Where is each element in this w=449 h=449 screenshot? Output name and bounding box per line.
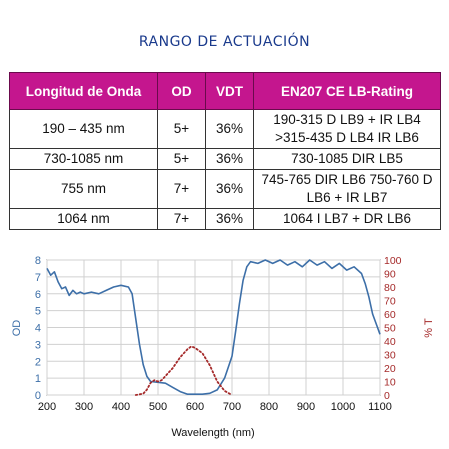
y-tick-label: 5 bbox=[35, 306, 41, 318]
y-tick-label: 8 bbox=[35, 255, 41, 267]
x-axis-label: Wavelength (nm) bbox=[171, 427, 254, 439]
cell-rating: 1064 I LB7 + DR LB6 bbox=[253, 208, 441, 230]
table-header-row: Longitud de Onda OD VDT EN207 CE LB-Rati… bbox=[9, 72, 441, 110]
transmission-series-line bbox=[134, 345, 233, 396]
cell-wavelength: 1064 nm bbox=[9, 208, 158, 230]
y2-tick-label: 60 bbox=[384, 309, 396, 321]
x-tick-label: 200 bbox=[38, 401, 56, 413]
page-title: RANGO DE ACTUACIÓN bbox=[138, 34, 311, 50]
series-layer bbox=[46, 259, 381, 396]
x-tick-label: 400 bbox=[112, 401, 130, 413]
header-vdt: VDT bbox=[205, 72, 254, 110]
y2-tick-label: 0 bbox=[384, 390, 390, 402]
cell-vdt: 36% bbox=[205, 148, 254, 170]
header-od: OD bbox=[157, 72, 206, 110]
cell-od: 7+ bbox=[157, 169, 206, 209]
table-row: 730-1085 nm 5+ 36% 730-1085 DIR LB5 bbox=[9, 148, 441, 170]
y2-tick-label: 90 bbox=[384, 269, 396, 281]
y-tick-label: 2 bbox=[35, 356, 41, 368]
cell-rating: 730-1085 DIR LB5 bbox=[253, 148, 441, 170]
y-tick-label: 4 bbox=[35, 323, 41, 335]
od-transmission-chart: 200 300 400 500 600 700 800 900 1000 110001234567… bbox=[11, 255, 435, 439]
y-tick-label: 1 bbox=[35, 373, 41, 385]
cell-rating: 745-765 DIR LB6 750-760 D LB6 + IR LB7 bbox=[253, 169, 441, 209]
header-rating: EN207 CE LB-Rating bbox=[253, 72, 441, 110]
y2-axis-label: % T bbox=[423, 318, 435, 338]
cell-vdt: 36% bbox=[205, 169, 254, 209]
cell-wavelength: 755 nm bbox=[9, 169, 158, 209]
cell-vdt: 36% bbox=[205, 109, 254, 149]
y-tick-label: 3 bbox=[35, 339, 41, 351]
y2-tick-label: 50 bbox=[384, 323, 396, 335]
table-row: 755 nm 7+ 36% 745-765 DIR LB6 750-760 D … bbox=[9, 169, 441, 209]
cell-od: 5+ bbox=[157, 109, 206, 149]
header-wavelength: Longitud de Onda bbox=[9, 72, 158, 110]
grid bbox=[46, 259, 381, 396]
ticks: 200 300 400 500 600 700 800 900 1000 110001234567… bbox=[35, 255, 402, 413]
y2-tick-label: 100 bbox=[384, 255, 402, 267]
cell-wavelength: 730-1085 nm bbox=[9, 148, 158, 170]
x-tick-label: 900 bbox=[297, 401, 315, 413]
y-axis-label: OD bbox=[11, 320, 23, 337]
y2-tick-label: 30 bbox=[384, 350, 396, 362]
x-tick-label: 800 bbox=[260, 401, 278, 413]
x-tick-label: 700 bbox=[223, 401, 241, 413]
cell-od: 5+ bbox=[157, 148, 206, 170]
x-tick-label: 1100 bbox=[368, 401, 392, 413]
y2-tick-label: 80 bbox=[384, 282, 396, 294]
cell-wavelength: 190 – 435 nm bbox=[9, 109, 158, 149]
table-row: 190 – 435 nm 5+ 36% 190-315 D LB9 + IR L… bbox=[9, 109, 441, 149]
table-row: 1064 nm 7+ 36% 1064 I LB7 + DR LB6 bbox=[9, 208, 441, 230]
specs-table: Longitud de Onda OD VDT EN207 CE LB-Rati… bbox=[9, 72, 441, 230]
od-series-line bbox=[46, 259, 381, 395]
cell-vdt: 36% bbox=[205, 208, 254, 230]
x-tick-label: 1000 bbox=[331, 401, 355, 413]
y2-tick-label: 70 bbox=[384, 296, 396, 308]
x-tick-label: 500 bbox=[149, 401, 167, 413]
y-tick-label: 7 bbox=[35, 272, 41, 284]
y2-tick-label: 10 bbox=[384, 377, 396, 389]
x-tick-label: 300 bbox=[75, 401, 93, 413]
cell-od: 7+ bbox=[157, 208, 206, 230]
y-tick-label: 6 bbox=[35, 289, 41, 301]
y2-tick-label: 20 bbox=[384, 363, 396, 375]
cell-rating: 190-315 D LB9 + IR LB4 >315-435 D LB4 IR… bbox=[253, 109, 441, 149]
x-tick-label: 600 bbox=[186, 401, 204, 413]
y-tick-label: 0 bbox=[35, 390, 41, 402]
y2-tick-label: 40 bbox=[384, 336, 396, 348]
